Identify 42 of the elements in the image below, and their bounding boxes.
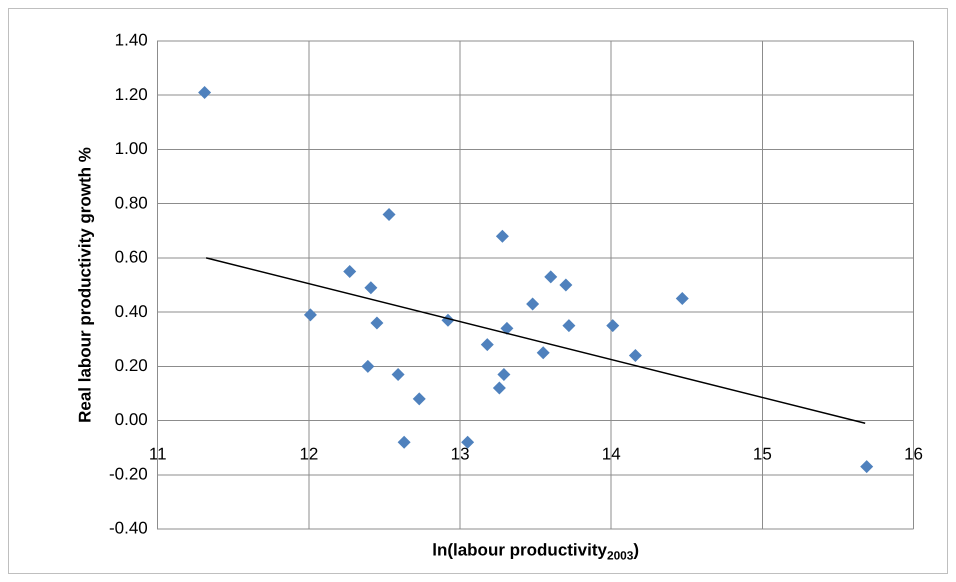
x-tick-label: 14: [602, 444, 621, 464]
y-tick-label: 0.80: [114, 193, 148, 212]
point: [364, 281, 378, 294]
y-tick-label: 0.40: [114, 302, 148, 321]
point: [628, 348, 642, 362]
point: [370, 316, 384, 330]
y-tick-label: 0.00: [114, 410, 148, 430]
point: [480, 338, 494, 352]
y-tick-label: -0.20: [109, 464, 148, 484]
point: [500, 322, 514, 335]
point: [559, 278, 572, 292]
y-tick-label: 1.00: [114, 139, 148, 158]
y-axis-title: Real labour productivity growth %: [75, 147, 94, 423]
point: [412, 392, 426, 406]
point: [536, 346, 550, 360]
x-tick-label: 16: [904, 444, 924, 464]
point: [526, 297, 540, 310]
point: [544, 270, 558, 284]
point: [392, 368, 405, 381]
x-tick-label: 11: [148, 444, 167, 464]
point: [496, 230, 509, 243]
y-tick-label: 0.60: [114, 248, 148, 267]
y-tick-label: 0.20: [114, 356, 148, 376]
x-tick-label: 15: [752, 444, 772, 464]
y-tick-label: 1.20: [114, 84, 148, 104]
point: [461, 436, 474, 449]
x-tick-label: 13: [450, 444, 470, 464]
point: [860, 460, 874, 474]
y-tick-label: 1.40: [114, 30, 148, 50]
point: [361, 360, 374, 373]
y-tick-label: -0.40: [109, 518, 148, 538]
point: [492, 382, 506, 395]
point: [562, 319, 576, 332]
point: [398, 436, 411, 449]
point: [606, 319, 620, 332]
point: [382, 208, 396, 222]
point: [304, 308, 317, 322]
point: [198, 86, 212, 100]
point: [343, 264, 356, 278]
point: [676, 292, 689, 306]
point: [497, 368, 510, 381]
x-tick-label: 12: [299, 444, 318, 464]
